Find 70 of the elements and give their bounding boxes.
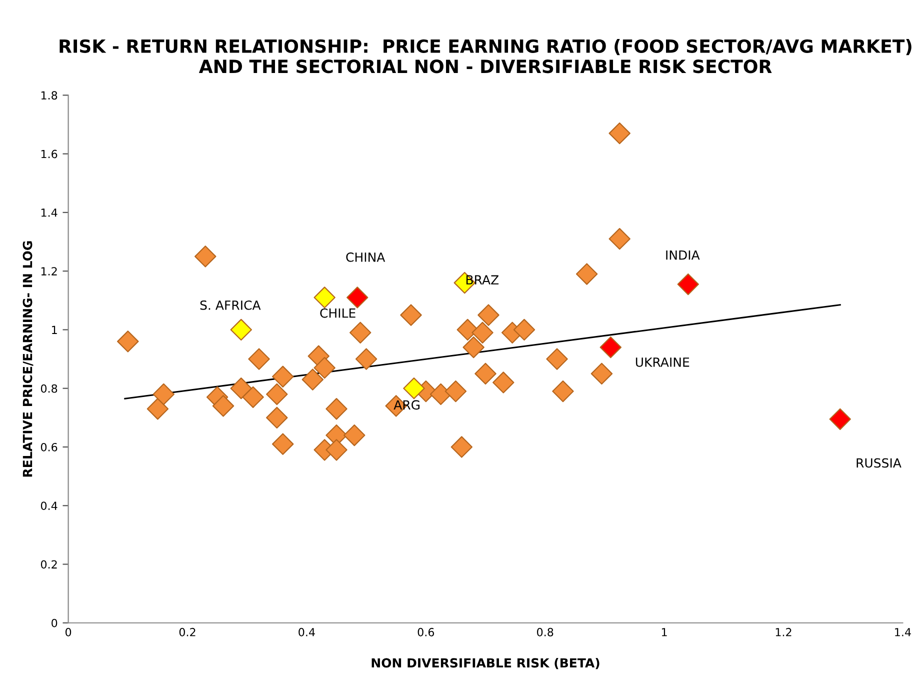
y-tick-label: 1.2	[41, 267, 57, 276]
y-tick-label: 1.8	[41, 91, 58, 100]
x-tick-label: 0	[66, 628, 72, 636]
point	[248, 348, 270, 370]
x-tick-label: 0.6	[418, 628, 434, 636]
point	[212, 395, 234, 417]
annotation: INDIA	[666, 250, 700, 260]
y-tick-label: 0	[52, 618, 58, 628]
point	[242, 386, 264, 408]
point	[478, 304, 500, 326]
point	[462, 336, 484, 358]
point	[266, 383, 288, 406]
point	[302, 368, 324, 390]
point	[349, 322, 372, 344]
y-tick-label: 0.4	[40, 502, 58, 510]
annotation: RUSSIA	[856, 458, 902, 468]
point	[344, 424, 366, 446]
annotation: UKRAINE	[636, 358, 690, 367]
point	[146, 398, 169, 420]
annotation: CHINA	[346, 252, 386, 262]
point	[272, 366, 294, 388]
point	[400, 304, 422, 326]
point	[677, 273, 699, 296]
x-tick-label: 1.2	[776, 628, 792, 636]
y-tick-label: 0.6	[40, 442, 58, 452]
point	[472, 322, 494, 344]
point	[230, 378, 252, 400]
point	[194, 246, 216, 268]
point	[590, 362, 613, 385]
point	[608, 228, 630, 250]
point	[272, 433, 294, 455]
y-tick-label: 1	[52, 326, 57, 334]
point	[546, 348, 568, 370]
point	[346, 286, 368, 308]
point	[829, 408, 851, 430]
point	[474, 362, 496, 385]
point	[355, 348, 378, 370]
x-tick-label: 0.2	[179, 628, 196, 636]
point	[326, 398, 348, 420]
point	[152, 383, 175, 406]
point	[430, 383, 452, 406]
point	[552, 380, 574, 402]
x-tick-label: 0.4	[298, 628, 315, 636]
point	[450, 436, 473, 458]
point	[117, 330, 139, 352]
point	[492, 372, 514, 394]
x-axis-title: NON DIVERSIFIABLE RISK (BETA)	[372, 658, 600, 670]
y-tick-label: 1.4	[41, 208, 58, 217]
point	[314, 356, 336, 379]
y-tick-label: 1.6	[41, 150, 58, 158]
point	[576, 263, 598, 285]
point	[230, 318, 252, 341]
y-tick-label: 0.2	[40, 560, 57, 569]
annotation: S. AFRICA	[200, 300, 261, 310]
x-tick-label: 1	[662, 628, 667, 636]
chart-title: RISK - RETURN RELATIONSHIP: PRICE EARNING RATIO (FOOD SECTOR/AVG MARKET) AND THE SECTORIAL NON - DIVERSIFIABLE RISK SECTOR	[60, 39, 912, 74]
point	[314, 286, 336, 308]
point	[456, 318, 478, 341]
point	[608, 122, 630, 144]
point	[403, 378, 425, 400]
y-axis-title: RELATIVE PRICE/EARNING- IN LOG	[22, 241, 34, 477]
x-tick-label: 0.8	[536, 628, 554, 636]
point	[444, 380, 467, 402]
point	[266, 406, 288, 429]
point	[600, 336, 622, 358]
point	[513, 318, 536, 341]
y-tick-label: 0.8	[40, 384, 58, 393]
annotation: CHILE	[320, 308, 356, 318]
x-tick-label: 1.4	[895, 628, 911, 636]
point	[326, 439, 348, 461]
